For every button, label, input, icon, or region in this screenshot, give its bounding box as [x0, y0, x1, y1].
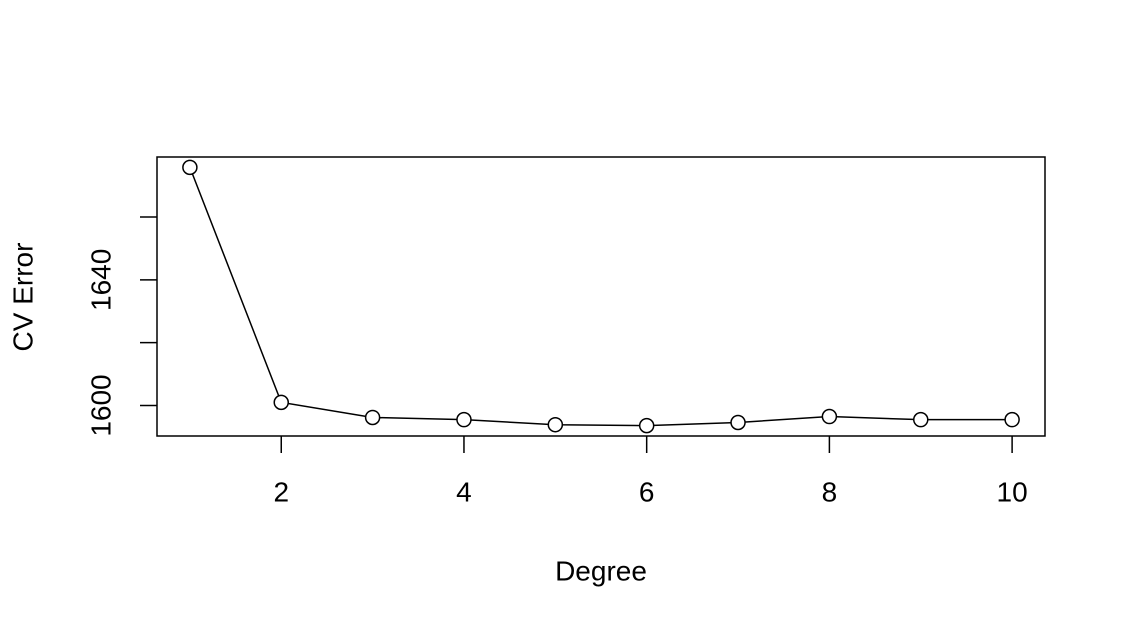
x-tick-label: 6	[639, 476, 655, 507]
data-point	[364, 409, 381, 426]
plot-box	[156, 156, 1046, 437]
x-tick-label: 10	[997, 476, 1028, 507]
y-tick-label: 1640	[85, 249, 116, 311]
y-tick-label: 1600	[85, 374, 116, 436]
data-point	[1004, 411, 1020, 428]
data-point	[730, 414, 746, 431]
data-line	[189, 167, 1013, 427]
data-point	[638, 417, 655, 434]
data-point	[913, 411, 929, 428]
x-axis-label: Degree	[555, 555, 647, 586]
data-point	[821, 408, 838, 425]
x-tick-label: 8	[822, 476, 838, 507]
data-point	[456, 411, 472, 428]
data-point	[547, 416, 564, 433]
x-tick-label: 4	[456, 476, 472, 507]
y-axis-label: CV Error	[7, 243, 38, 352]
data-point	[182, 159, 198, 176]
x-tick-label: 2	[273, 476, 289, 507]
data-point	[273, 394, 289, 411]
